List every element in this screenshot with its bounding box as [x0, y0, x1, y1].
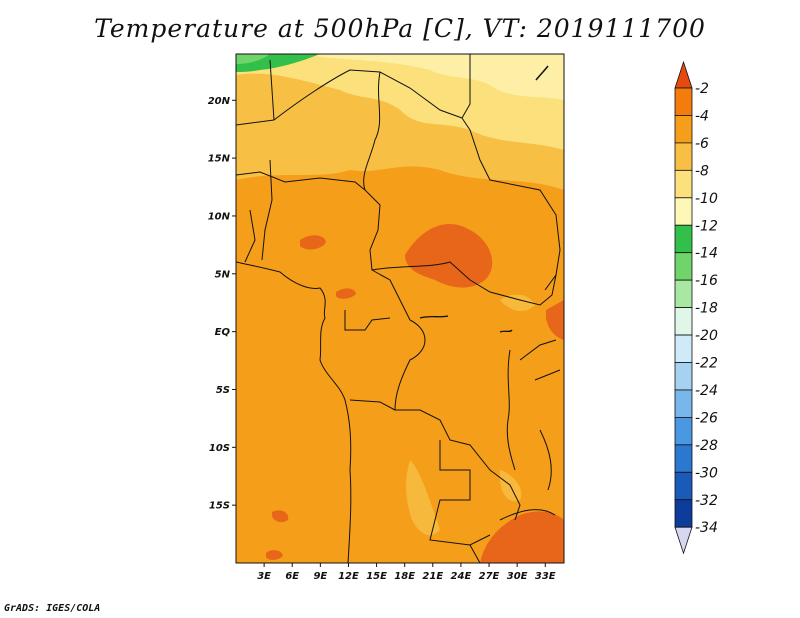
colorbar-label: -14 [695, 246, 718, 262]
colorbar-swatch [674, 362, 693, 391]
colorbar-swatch [674, 334, 693, 363]
colorbar-label: -12 [695, 218, 718, 234]
lon-tick-label: 24E [451, 571, 472, 582]
latitude-axis: 20N 15N 10N 5N EQ 5S 10S 15S [208, 96, 236, 512]
lat-tick-label: 5N [215, 269, 231, 280]
colorbar-swatch [674, 471, 693, 501]
colorbar-label: -8 [695, 163, 709, 179]
colorbar-label: -26 [695, 410, 718, 426]
lat-tick-label: 15N [208, 154, 231, 165]
colorbar-label: -30 [695, 465, 718, 481]
grads-credit: GrADS: IGES/COLA [4, 603, 101, 614]
lon-tick-label: 3E [257, 571, 271, 582]
colorbar-swatch [674, 224, 693, 254]
colorbar-swatch [674, 416, 693, 446]
colorbar: -2 -4 -6 -8 -10 -12 -14 -16 -18 -20 -22 -24 -26 -28 -3… [674, 60, 718, 555]
colorbar-label: -18 [695, 301, 718, 317]
colorbar-swatch [674, 389, 693, 418]
colorbar-swatch [674, 169, 693, 199]
lon-tick-label: 12E [338, 571, 359, 582]
colorbar-swatch [674, 444, 693, 473]
lon-tick-label: 27E [479, 571, 500, 582]
longitude-axis: 3E 6E 9E 12E 15E 18E 21E 24E 27E 30E 33E [257, 563, 556, 582]
colorbar-label: -2 [695, 81, 709, 97]
colorbar-swatch [674, 197, 693, 226]
colorbar-swatch [674, 115, 693, 144]
lon-tick-label: 21E [422, 571, 443, 582]
colorbar-label: -34 [695, 520, 718, 536]
colorbar-label: -6 [695, 136, 709, 152]
colorbar-swatch [674, 142, 693, 171]
colorbar-label: -32 [695, 493, 718, 509]
map-frame [235, 53, 565, 564]
lon-tick-label: 15E [366, 571, 387, 582]
lat-tick-label: 10S [209, 443, 230, 454]
colorbar-label: -22 [695, 356, 718, 372]
lon-tick-label: 30E [507, 571, 528, 582]
temperature-field [236, 54, 564, 563]
colorbar-label: -28 [695, 438, 718, 454]
map-title: Temperature at 500hPa [C], VT: 201911170… [94, 14, 706, 43]
colorbar-top-arrow [674, 60, 693, 89]
colorbar-swatch [674, 87, 693, 116]
colorbar-swatch [674, 307, 693, 336]
country-borders [236, 54, 561, 563]
colorbar-label: -10 [695, 191, 718, 207]
colorbar-label: -4 [695, 108, 709, 124]
lon-tick-label: 6E [285, 571, 299, 582]
lon-tick-label: 9E [313, 571, 327, 582]
colorbar-label: -16 [695, 273, 718, 289]
lon-tick-label: 18E [394, 571, 415, 582]
colorbar-swatch [674, 499, 693, 528]
lon-tick-label: 33E [535, 571, 556, 582]
lat-tick-label: 15S [209, 501, 230, 512]
colorbar-label: -24 [695, 383, 718, 399]
colorbar-swatch [674, 252, 693, 281]
lat-tick-label: 5S [216, 385, 230, 396]
colorbar-swatch [674, 279, 693, 308]
lat-tick-label: 10N [208, 211, 231, 222]
colorbar-label: -20 [695, 328, 718, 344]
lat-tick-label: EQ [215, 327, 231, 338]
lat-tick-label: 20N [208, 96, 231, 107]
colorbar-bottom-arrow [674, 526, 693, 555]
